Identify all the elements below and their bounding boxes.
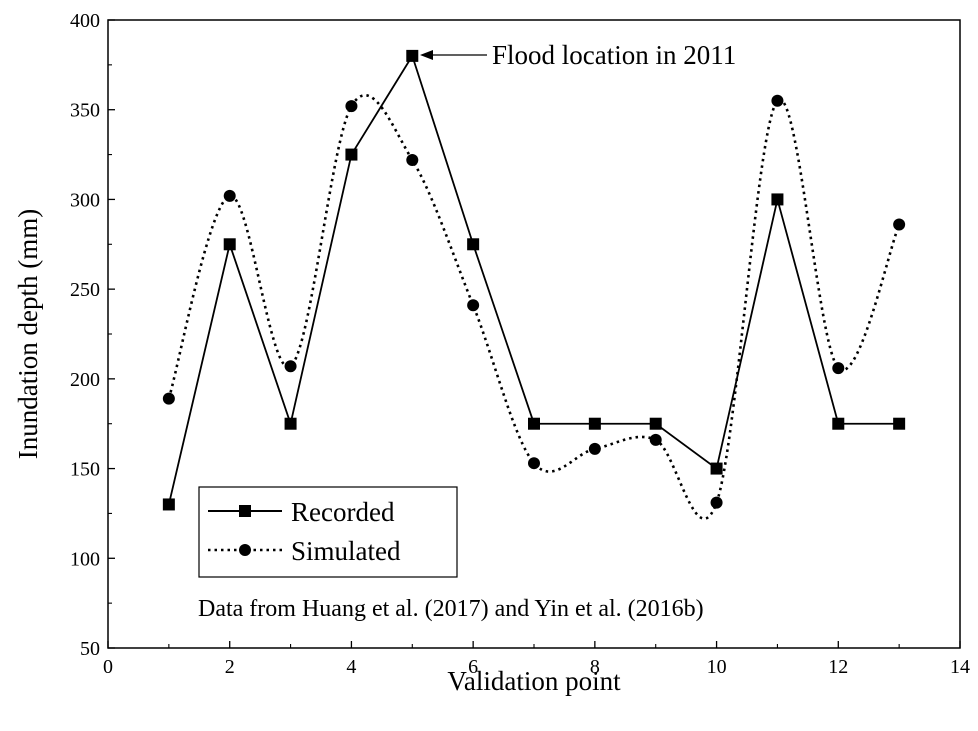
series-layer bbox=[162, 49, 906, 520]
y-tick-label: 250 bbox=[70, 279, 100, 301]
recorded-point bbox=[345, 148, 358, 161]
x-tick-label: 4 bbox=[346, 656, 356, 678]
y-tick-label: 400 bbox=[70, 10, 100, 32]
simulated-point bbox=[162, 392, 175, 405]
recorded-point bbox=[162, 498, 175, 511]
annotation-text: Flood location in 2011 bbox=[492, 40, 736, 70]
legend: Recorded Simulated bbox=[198, 486, 458, 578]
recorded-point bbox=[893, 417, 906, 430]
simulated-point bbox=[893, 218, 906, 231]
simulated-point bbox=[588, 442, 601, 455]
simulated-point bbox=[223, 189, 236, 202]
simulated-point bbox=[710, 496, 723, 509]
recorded-point bbox=[223, 238, 236, 251]
simulated-point bbox=[832, 362, 845, 375]
recorded-point bbox=[406, 49, 419, 62]
x-tick-label: 2 bbox=[225, 656, 235, 678]
x-tick-label: 14 bbox=[950, 656, 970, 678]
flood-annotation: Flood location in 2011 bbox=[420, 40, 736, 70]
x-tick-label: 0 bbox=[103, 656, 113, 678]
recorded-point bbox=[771, 193, 784, 206]
recorded-point bbox=[528, 417, 540, 430]
recorded-point bbox=[588, 417, 601, 430]
x-tick-label: 6 bbox=[468, 656, 478, 678]
recorded-line bbox=[167, 53, 900, 505]
x-tick-label: 12 bbox=[828, 656, 848, 678]
y-tick-label: 50 bbox=[80, 638, 100, 660]
legend-simulated-marker bbox=[239, 544, 251, 556]
x-axis-title: Validation point bbox=[447, 666, 621, 696]
y-tick-label: 150 bbox=[70, 459, 100, 481]
recorded-point bbox=[284, 417, 297, 430]
recorded-point bbox=[832, 417, 845, 430]
simulated-point bbox=[771, 94, 784, 107]
y-tick-label: 350 bbox=[70, 100, 100, 122]
recorded-point bbox=[710, 462, 723, 475]
legend-recorded-label: Recorded bbox=[291, 497, 395, 527]
simulated-point bbox=[406, 153, 419, 166]
legend-simulated-label: Simulated bbox=[291, 536, 401, 566]
data-source-note: Data from Huang et al. (2017) and Yin et… bbox=[198, 596, 704, 622]
x-tick-label: 10 bbox=[707, 656, 727, 678]
simulated-point bbox=[345, 100, 358, 113]
simulated-point bbox=[649, 433, 662, 446]
recorded-point bbox=[467, 238, 480, 251]
x-tick-label: 8 bbox=[590, 656, 600, 678]
simulated-line bbox=[167, 94, 901, 520]
legend-box bbox=[198, 486, 458, 578]
legend-recorded-marker bbox=[239, 505, 251, 517]
simulated-point bbox=[284, 360, 297, 373]
simulated-point bbox=[528, 457, 540, 470]
simulated-point bbox=[467, 299, 480, 312]
annotation-arrowhead bbox=[420, 50, 433, 60]
y-tick-label: 200 bbox=[70, 369, 100, 391]
axis-ticks bbox=[107, 19, 961, 649]
tick-labels: 0 2 4 6 8 10 12 14 50 100 150 200 250 300 350 400 bbox=[70, 10, 970, 678]
recorded-point bbox=[649, 417, 662, 430]
y-axis-title: Inundation depth (mm) bbox=[13, 209, 43, 459]
y-tick-label: 300 bbox=[70, 189, 100, 211]
y-tick-label: 100 bbox=[70, 548, 100, 570]
